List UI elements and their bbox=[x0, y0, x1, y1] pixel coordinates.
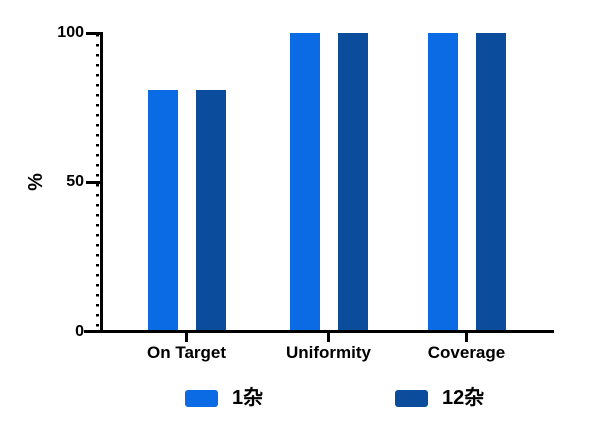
legend-label-series2: 12杂 bbox=[442, 387, 485, 409]
x-category-label-coverage: Coverage bbox=[427, 343, 506, 362]
y-tick-label-100: 100 bbox=[57, 24, 84, 41]
legend-item-series2: 12杂 bbox=[395, 388, 484, 409]
x-axis-line bbox=[84, 330, 554, 333]
legend-swatch-series2 bbox=[395, 390, 428, 407]
y-axis-line bbox=[99, 31, 103, 333]
legend-label-series1: 1杂 bbox=[232, 387, 264, 409]
x-tick-uniformity bbox=[327, 333, 330, 342]
x-tick-coverage bbox=[465, 333, 468, 342]
bar-12杂-uniformity bbox=[337, 33, 368, 330]
y-tick-label-0: 0 bbox=[75, 322, 84, 340]
x-tick-on-target bbox=[185, 333, 188, 342]
y-tick-50 bbox=[86, 180, 100, 184]
legend-swatch-series1 bbox=[185, 390, 218, 407]
bar-1杂-coverage bbox=[427, 33, 458, 330]
bar-1杂-on-target bbox=[147, 89, 178, 330]
bar-1杂-uniformity bbox=[289, 33, 320, 330]
y-tick-100 bbox=[86, 31, 100, 35]
legend-item-series1: 1杂 bbox=[185, 388, 263, 409]
y-tick-0 bbox=[86, 330, 100, 333]
x-category-label-uniformity: Uniformity bbox=[286, 343, 371, 362]
bar-12杂-coverage bbox=[475, 33, 506, 330]
y-tick-label-50: 50 bbox=[66, 173, 84, 191]
bar-12杂-on-target bbox=[195, 89, 226, 330]
x-category-label-on-target: On Target bbox=[146, 343, 227, 362]
